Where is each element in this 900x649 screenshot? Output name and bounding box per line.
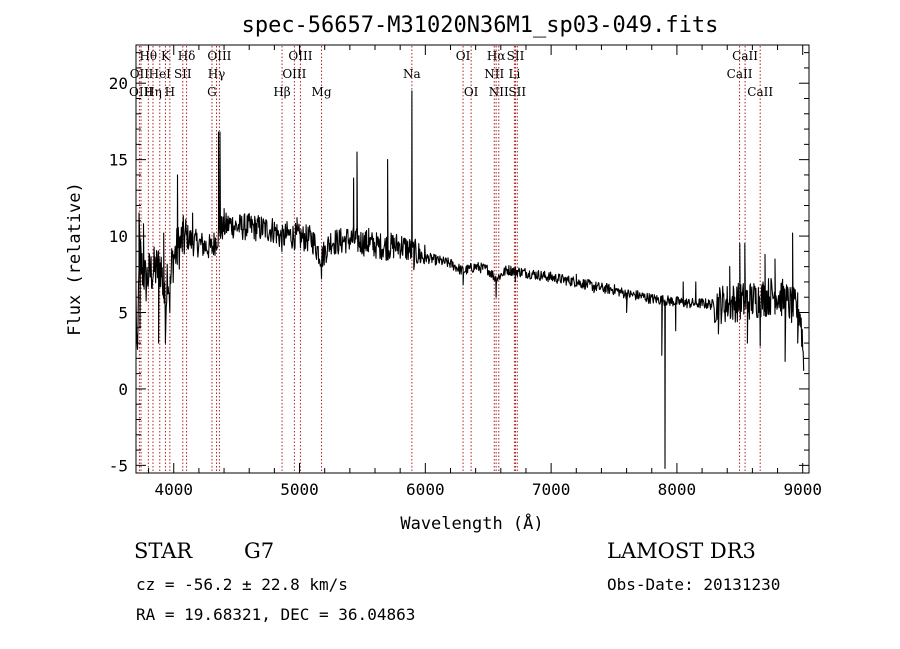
y-tick-label-10: 10 [109, 227, 128, 246]
line-marker-label-8: SII [174, 67, 192, 81]
line-marker-label-23: Li [508, 67, 520, 81]
line-marker-label-18: OI [464, 85, 479, 99]
line-marker-label-2: OIII [129, 85, 153, 99]
line-marker-label-20: NII [484, 67, 504, 81]
line-marker-label-17: OI [456, 49, 471, 63]
object-subclass: G7 [244, 539, 274, 563]
line-marker-label-13: OIII [288, 49, 312, 63]
line-marker-label-21: NII [489, 85, 509, 99]
line-marker-label-7: Hδ [178, 49, 196, 63]
line-marker-label-11: G [207, 85, 217, 99]
x-tick-label-9000: 9000 [783, 480, 822, 499]
y-tick-label-15: 15 [109, 151, 128, 170]
survey-name: LAMOST DR3 [607, 539, 756, 563]
line-marker-label-1: OII [130, 67, 150, 81]
redshift-text: cz = -56.2 ± 22.8 km/s [136, 575, 348, 594]
line-marker-label-27: CaII [747, 85, 773, 99]
line-marker-label-4: K [161, 49, 171, 63]
x-tick-label-7000: 7000 [532, 480, 571, 499]
chart-title: spec-56657-M31020N36M1_sp03-049.fits [242, 13, 719, 38]
x-tick-label-5000: 5000 [280, 480, 319, 499]
y-tick-label--5: -5 [109, 456, 128, 475]
obs-date-text: Obs-Date: 20131230 [607, 575, 780, 594]
line-marker-label-6: H [165, 85, 175, 99]
spectrum-series [135, 90, 805, 469]
y-tick-label-0: 0 [118, 380, 128, 399]
line-marker-label-0: Hθ [139, 49, 157, 63]
object-class: STAR [134, 539, 193, 563]
x-tick-label-8000: 8000 [658, 480, 697, 499]
line-marker-label-3: Hη [144, 85, 162, 99]
x-tick-label-6000: 6000 [406, 480, 445, 499]
line-marker-label-16: Na [403, 67, 421, 81]
line-marker-label-10: Hγ [208, 67, 226, 81]
line-marker-label-24: SII [508, 85, 526, 99]
line-markers [138, 46, 761, 472]
y-tick-label-5: 5 [118, 304, 128, 323]
y-axis-label: Flux (relative) [65, 182, 85, 336]
line-marker-label-25: CaII [732, 49, 758, 63]
x-tick-label-4000: 4000 [154, 480, 193, 499]
x-axis: 4000 5000 6000 7000 8000 9000 [148, 45, 822, 499]
plot-frame [135, 44, 810, 474]
coords-text: RA = 19.68321, DEC = 36.04863 [136, 605, 415, 624]
spectrum-line [135, 90, 805, 469]
line-marker-label-14: OIII [282, 67, 306, 81]
line-marker-label-9: OIII [207, 49, 231, 63]
line-marker-label-5: HeI [149, 67, 172, 81]
x-axis-label: Wavelength (Å) [400, 512, 543, 534]
line-marker-label-19: Hα [487, 49, 506, 63]
line-marker-label-15: Mg [312, 85, 332, 99]
line-marker-label-22: SII [507, 49, 525, 63]
line-marker-label-26: CaII [727, 67, 753, 81]
y-axis: -5 0 5 10 15 20 [109, 52, 809, 475]
line-marker-label-12: Hβ [273, 85, 290, 99]
y-tick-label-20: 20 [109, 74, 128, 93]
